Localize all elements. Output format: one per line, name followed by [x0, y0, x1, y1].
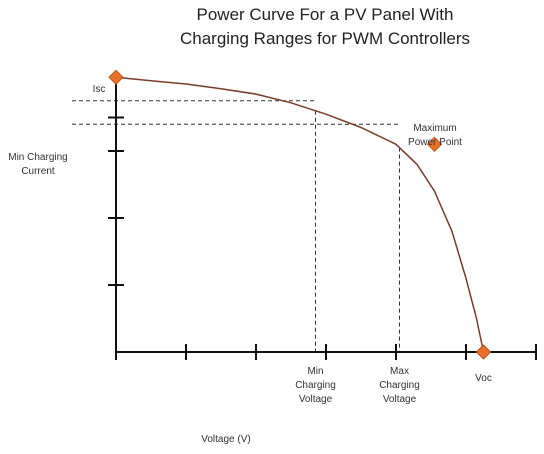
chart-title-line-1: Power Curve For a PV Panel With [197, 5, 454, 24]
annotation-labels: Isc Maximum Power Point Min Charging Current… [8, 84, 492, 445]
min-charging-current-label-line-2: Current [21, 166, 55, 177]
max-power-point-label-line-2: Power Point [408, 137, 462, 148]
power-curve [115, 76, 485, 353]
max-power-point [426, 136, 443, 153]
max-charging-voltage-label-line-3: Voltage [383, 394, 417, 405]
x-axis-label: Voltage (V) [201, 434, 250, 445]
voc-point [475, 344, 492, 360]
axes [108, 84, 537, 360]
curve-points [108, 69, 492, 360]
max-charging-voltage-label-line-1: Max [390, 366, 409, 377]
reference-dashed-lines [72, 100, 400, 352]
voc-label-line-1: Voc [475, 373, 492, 384]
max-power-point-label-line-1: Maximum [413, 123, 456, 134]
isc-point [108, 69, 124, 86]
min-charging-current-label-line-1: Min Charging [8, 152, 67, 163]
min-charging-voltage-label-line-1: Min [307, 366, 323, 377]
min-charging-voltage-label-line-2: Charging [295, 380, 336, 391]
iv-curve-line [115, 76, 485, 353]
isc-label-line-1: Isc [93, 84, 106, 95]
chart-title-line-2: Charging Ranges for PWM Controllers [180, 29, 470, 48]
max-charging-voltage-label-line-2: Charging [379, 380, 420, 391]
chart-title: Power Curve For a PV Panel With Charging … [180, 5, 470, 48]
min-charging-voltage-label-line-3: Voltage [299, 394, 333, 405]
